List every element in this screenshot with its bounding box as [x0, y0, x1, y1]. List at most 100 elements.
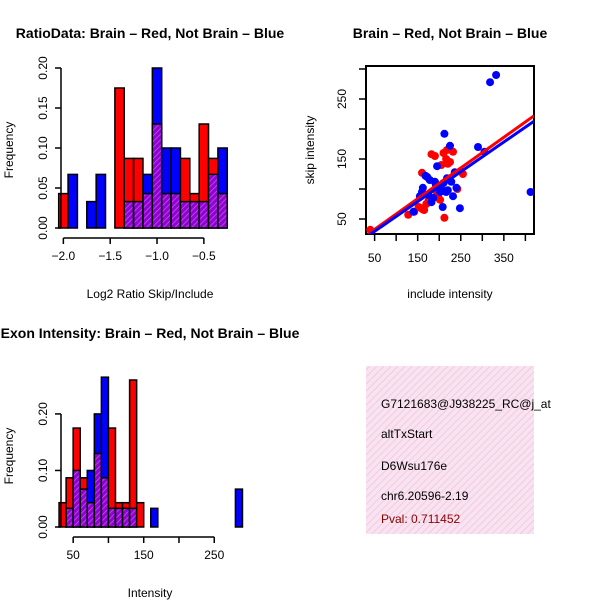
- scatter-y-tick-label: 150: [335, 149, 349, 169]
- scatter-axes: 50 150 250 350 50 150 250: [335, 68, 527, 265]
- ratio-hist-xlabel: Log2 Ratio Skip/Include: [87, 287, 214, 301]
- intensity-hist-bar-brain: [128, 379, 138, 528]
- scatter-point-not-brain: [440, 129, 449, 138]
- scatter-point-brain: [449, 147, 458, 156]
- ratio-hist-y-tick-label: 0.15: [36, 96, 50, 120]
- intensity-hist-x-tick-label: 50: [66, 548, 80, 562]
- ratio-hist-bar-brain: [114, 87, 125, 229]
- ratio-hist-bar-not-brain: [95, 173, 107, 229]
- ratio-histogram-panel: RatioData: Brain – Red, Not Brain – Blue…: [2, 25, 284, 301]
- scatter-point-not-brain: [438, 203, 447, 211]
- intensity-hist-bar-overlap: [93, 452, 103, 528]
- scatter-y-tick-label: 50: [335, 212, 349, 226]
- scatter-point-not-brain: [409, 207, 418, 216]
- scatter-title: Brain – Red, Not Brain – Blue: [353, 25, 548, 41]
- ratio-hist-bar-overlap: [170, 192, 182, 229]
- intensity-hist-y-tick-label: 0.00: [36, 515, 50, 539]
- scatter-point-not-brain: [429, 194, 438, 202]
- ratio-hist-bar-brain: [57, 192, 69, 229]
- intensity-hist-ylabel: Frequency: [2, 428, 16, 485]
- scatter-point-not-brain: [418, 183, 427, 192]
- scatter-point-not-brain: [526, 188, 534, 196]
- intensity-histogram-panel: Exon Intensity: Brain – Red, Not Brain –…: [1, 325, 300, 600]
- scatter-point-brain: [430, 152, 439, 160]
- scatter-point-brain: [440, 213, 449, 222]
- intensity-hist-bar-overlap: [107, 507, 117, 528]
- scatter-point-not-brain: [455, 204, 464, 213]
- info-gene-name: D6Wsu176e: [381, 459, 447, 473]
- scatter-point-brain: [420, 206, 429, 214]
- intensity-hist-bar-overlap: [79, 488, 89, 528]
- intensity-hist-bar-overlap: [72, 469, 81, 528]
- intensity-hist-bars: [58, 376, 244, 528]
- intensity-hist-bar-overlap: [86, 501, 96, 528]
- scatter-point-not-brain: [486, 78, 495, 87]
- scatter-point-not-brain: [474, 143, 482, 151]
- scatter-y-tick-label: 250: [335, 89, 349, 109]
- scatter-point-not-brain: [433, 162, 442, 171]
- ratio-hist-bar-overlap: [142, 192, 154, 229]
- scatter-marks: [366, 71, 534, 234]
- scatter-point-not-brain: [492, 71, 501, 79]
- scatter-x-tick-label: 350: [494, 251, 514, 265]
- intensity-hist-bar-overlap: [128, 507, 138, 528]
- intensity-hist-bar-overlap: [100, 477, 110, 528]
- scatter-fit-line-not-brain: [368, 119, 534, 234]
- ratio-hist-y-tick-label: 0.20: [36, 56, 50, 80]
- ratio-hist-x-tick-label: −1.5: [98, 249, 122, 263]
- ratio-hist-bar-not-brain: [86, 200, 97, 229]
- info-pval: Pval: 0.711452: [381, 512, 460, 526]
- ratio-hist-bar-overlap: [123, 200, 135, 229]
- ratio-hist-title: RatioData: Brain – Red, Not Brain – Blue: [16, 25, 285, 41]
- info-event-type: altTxStart: [381, 427, 433, 441]
- ratio-hist-ylabel: Frequency: [2, 122, 16, 179]
- ratio-hist-y-tick-label: 0.00: [36, 216, 50, 240]
- ratio-hist-bar-overlap: [198, 200, 210, 229]
- scatter-xlabel: include intensity: [407, 287, 492, 301]
- info-panel-background: [366, 366, 534, 534]
- ratio-hist-bar-overlap: [160, 192, 172, 229]
- intensity-hist-bar-overlap: [121, 507, 131, 528]
- scatter-point-not-brain: [452, 183, 461, 192]
- ratio-hist-bar-overlap: [132, 200, 144, 229]
- ratio-hist-y-tick-label: 0.05: [36, 176, 50, 200]
- ratio-hist-y-tick-label: 0.10: [36, 136, 50, 160]
- scatter-point-not-brain: [446, 141, 454, 150]
- scatter-x-tick-label: 250: [451, 251, 471, 265]
- ratio-hist-bar-not-brain: [67, 173, 79, 229]
- scatter-plot-box: [365, 65, 535, 235]
- ratio-hist-bar-overlap: [217, 192, 229, 229]
- scatter-point-not-brain: [443, 186, 452, 195]
- scatter-point-brain: [446, 158, 454, 166]
- intensity-hist-axes: 50 150 250 0.00 0.10 0.20: [36, 402, 225, 562]
- info-probe-id: G7121683@J938225_RC@j_at: [381, 397, 551, 411]
- intensity-hist-y-tick-label: 0.20: [36, 402, 50, 426]
- intensity-hist-y-tick-label: 0.10: [36, 458, 50, 482]
- scatter-ylabel: skip intensity: [303, 116, 317, 185]
- intensity-hist-xlabel: Intensity: [128, 586, 173, 600]
- ratio-hist-bars: [57, 67, 229, 229]
- ratio-hist-x-tick-label: −2.0: [52, 249, 76, 263]
- intensity-hist-bar-brain: [135, 501, 145, 528]
- ratio-hist-bar-overlap: [207, 173, 219, 229]
- info-location: chr6.20596-2.19: [381, 489, 469, 503]
- ratio-hist-bar-overlap: [151, 123, 163, 229]
- ratio-hist-x-tick-label: −0.5: [192, 249, 216, 263]
- scatter-point-not-brain: [449, 192, 458, 201]
- intensity-hist-bar-brain: [58, 501, 67, 528]
- intensity-hist-bar-overlap: [114, 507, 124, 528]
- ratio-hist-bar-overlap: [179, 200, 191, 229]
- scatter-point-brain: [436, 195, 445, 204]
- scatter-fit-line-brain: [367, 114, 534, 234]
- intensity-hist-bar-not-brain: [234, 488, 244, 528]
- scatter-x-tick-label: 150: [408, 251, 428, 265]
- intensity-hist-x-tick-label: 150: [134, 548, 154, 562]
- intensity-hist-title: Exon Intensity: Brain – Red, Not Brain –…: [1, 325, 300, 341]
- info-panel: G7121683@J938225_RC@j_at altTxStart D6Ws…: [366, 366, 551, 534]
- ratio-hist-axes: −2.0 −1.5 −1.0 −0.5 0.00 0.05 0.10 0.15 0.20: [36, 56, 216, 263]
- intensity-hist-x-tick-label: 250: [204, 548, 224, 562]
- scatter-panel: Brain – Red, Not Brain – Blue include in…: [303, 25, 547, 301]
- intensity-hist-bar-overlap: [65, 507, 74, 528]
- ratio-hist-x-tick-label: −1.0: [145, 249, 169, 263]
